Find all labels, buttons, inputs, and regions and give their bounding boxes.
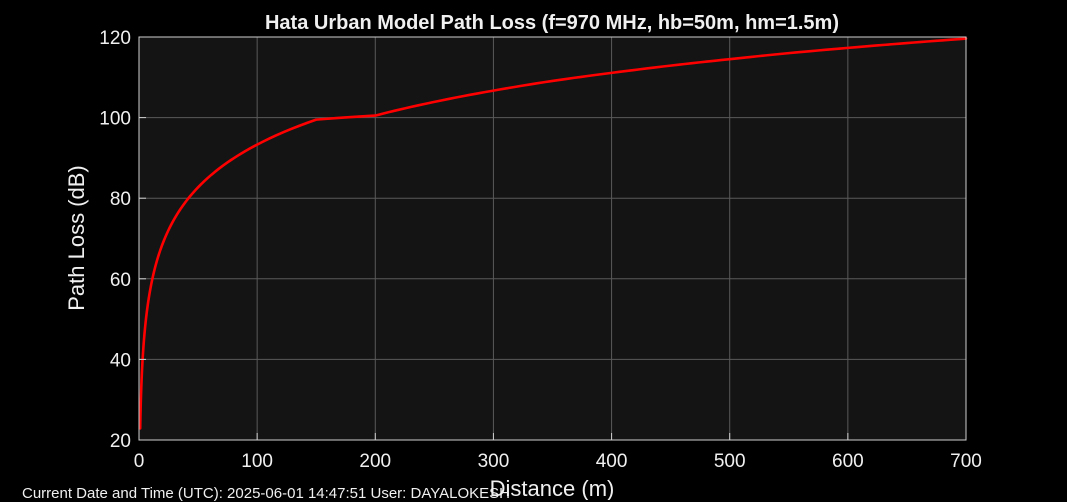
x-tick-label: 600 [832,451,864,472]
y-tick-label: 120 [99,28,131,49]
y-axis-label: Path Loss (dB) [64,165,89,311]
plot-frame [138,36,967,441]
y-tick-label: 100 [99,109,131,130]
y-tick-label: 40 [110,350,131,371]
y-tick-label: 60 [110,270,131,291]
x-tick-label: 700 [950,451,982,472]
x-tick-label: 300 [478,451,510,472]
grid [139,37,966,440]
x-tick-label: 0 [134,451,145,472]
x-tick-label: 100 [241,451,273,472]
footer-timestamp-user: Current Date and Time (UTC): 2025-06-01 … [22,485,510,502]
y-tick-label: 20 [110,431,131,452]
x-tick-label: 200 [359,451,391,472]
path-loss-line [138,37,968,430]
chart-title: Hata Urban Model Path Loss (f=970 MHz, h… [265,12,839,34]
x-axis-label: Distance (m) [490,476,615,500]
x-tick-label: 400 [596,451,628,472]
tick-layer: 0 100 200 300 400 500 600 700 20 40 60 80 100 120 [99,28,982,472]
y-tick-label: 80 [110,189,131,210]
x-tick-label: 500 [714,451,746,472]
plot-area [139,37,966,440]
series-layer [138,37,968,430]
